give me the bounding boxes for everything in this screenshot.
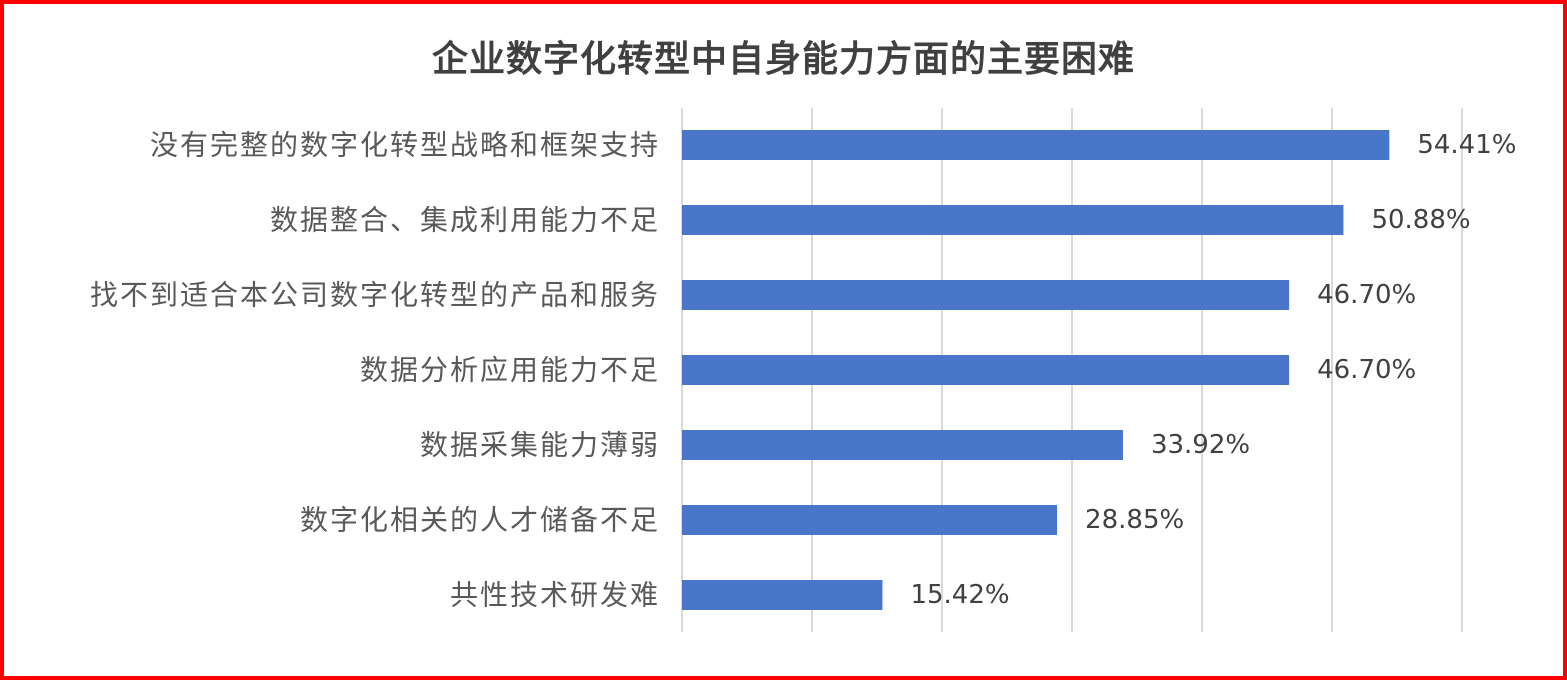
value-label: 33.92%: [1151, 430, 1250, 460]
value-label: 28.85%: [1085, 505, 1184, 535]
category-labels: 没有完整的数字化转型战略和框架支持数据整合、集成利用能力不足找不到适合本公司数字…: [90, 129, 660, 612]
value-label: 54.41%: [1417, 130, 1516, 160]
bar: [682, 280, 1290, 310]
bar: [682, 430, 1123, 460]
category-label: 没有完整的数字化转型战略和框架支持: [150, 129, 660, 162]
chart-title: 企业数字化转型中自身能力方面的主要困难: [431, 38, 1135, 80]
value-label: 15.42%: [910, 580, 1009, 610]
bar: [682, 205, 1344, 235]
category-label: 数据采集能力薄弱: [420, 429, 660, 462]
value-labels: 54.41% 50.88% 46.70% 46.70% 33.92% 28.85% 15.4…: [910, 130, 1516, 610]
category-label: 找不到适合本公司数字化转型的产品和服务: [90, 279, 660, 312]
bar: [682, 130, 1390, 160]
category-label: 共性技术研发难: [450, 579, 660, 612]
category-label: 数据整合、集成利用能力不足: [270, 204, 660, 237]
value-label: 50.88%: [1371, 205, 1470, 235]
bar: [682, 505, 1058, 535]
category-label: 数据分析应用能力不足: [360, 354, 660, 387]
category-label: 数字化相关的人才储备不足: [300, 504, 660, 537]
bar: [682, 580, 883, 610]
bar: [682, 355, 1290, 385]
value-label: 46.70%: [1317, 355, 1416, 385]
value-label: 46.70%: [1317, 280, 1416, 310]
bars: [682, 130, 1390, 610]
